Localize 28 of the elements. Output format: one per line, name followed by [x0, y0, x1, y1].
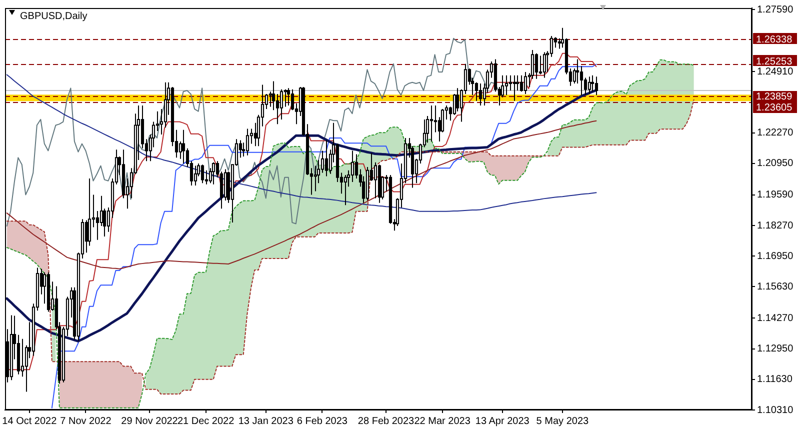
y-tick-label: 1.20950 [757, 158, 794, 170]
x-tick-label: 28 Feb 2023 [358, 416, 415, 427]
y-tick-label: 1.24910 [757, 66, 794, 78]
y-tick-label: 1.22270 [757, 128, 794, 139]
ref-line-label: 1.23859 [756, 91, 793, 102]
y-tick-label: 1.15630 [757, 281, 794, 292]
y-tick-label: 1.19590 [757, 190, 794, 201]
ref-line-label: 1.25253 [756, 56, 793, 68]
x-tick-label: 7 Nov 2022 [60, 416, 112, 427]
y-tick-label: 1.27590 [757, 4, 794, 16]
ref-line-label: 1.26338 [756, 34, 793, 46]
x-tick-label: 22 Mar 2023 [414, 416, 471, 427]
x-tick-label: 5 May 2023 [536, 416, 589, 427]
y-tick-label: 1.16950 [757, 250, 794, 262]
line-series [6, 99, 694, 395]
ref-line-label: 1.23605 [756, 102, 793, 114]
y-tick-label: 1.11630 [757, 374, 793, 386]
x-tick-label: 14 Oct 2022 [2, 416, 58, 427]
x-tick-label: 13 Apr 2023 [475, 416, 530, 427]
y-tick-label: 1.10310 [757, 404, 794, 416]
x-tick-label: 21 Dec 2022 [177, 416, 235, 427]
y-tick-label: 1.12950 [757, 344, 794, 355]
x-tick-label: 13 Jan 2023 [238, 416, 294, 427]
x-tick-label: 6 Feb 2023 [296, 416, 348, 427]
chart-title: GBPUSD,Daily [20, 10, 88, 22]
x-tick-label: 29 Nov 2022 [121, 416, 178, 427]
y-tick-label: 1.14270 [757, 312, 794, 324]
y-tick-label: 1.18270 [757, 220, 794, 232]
